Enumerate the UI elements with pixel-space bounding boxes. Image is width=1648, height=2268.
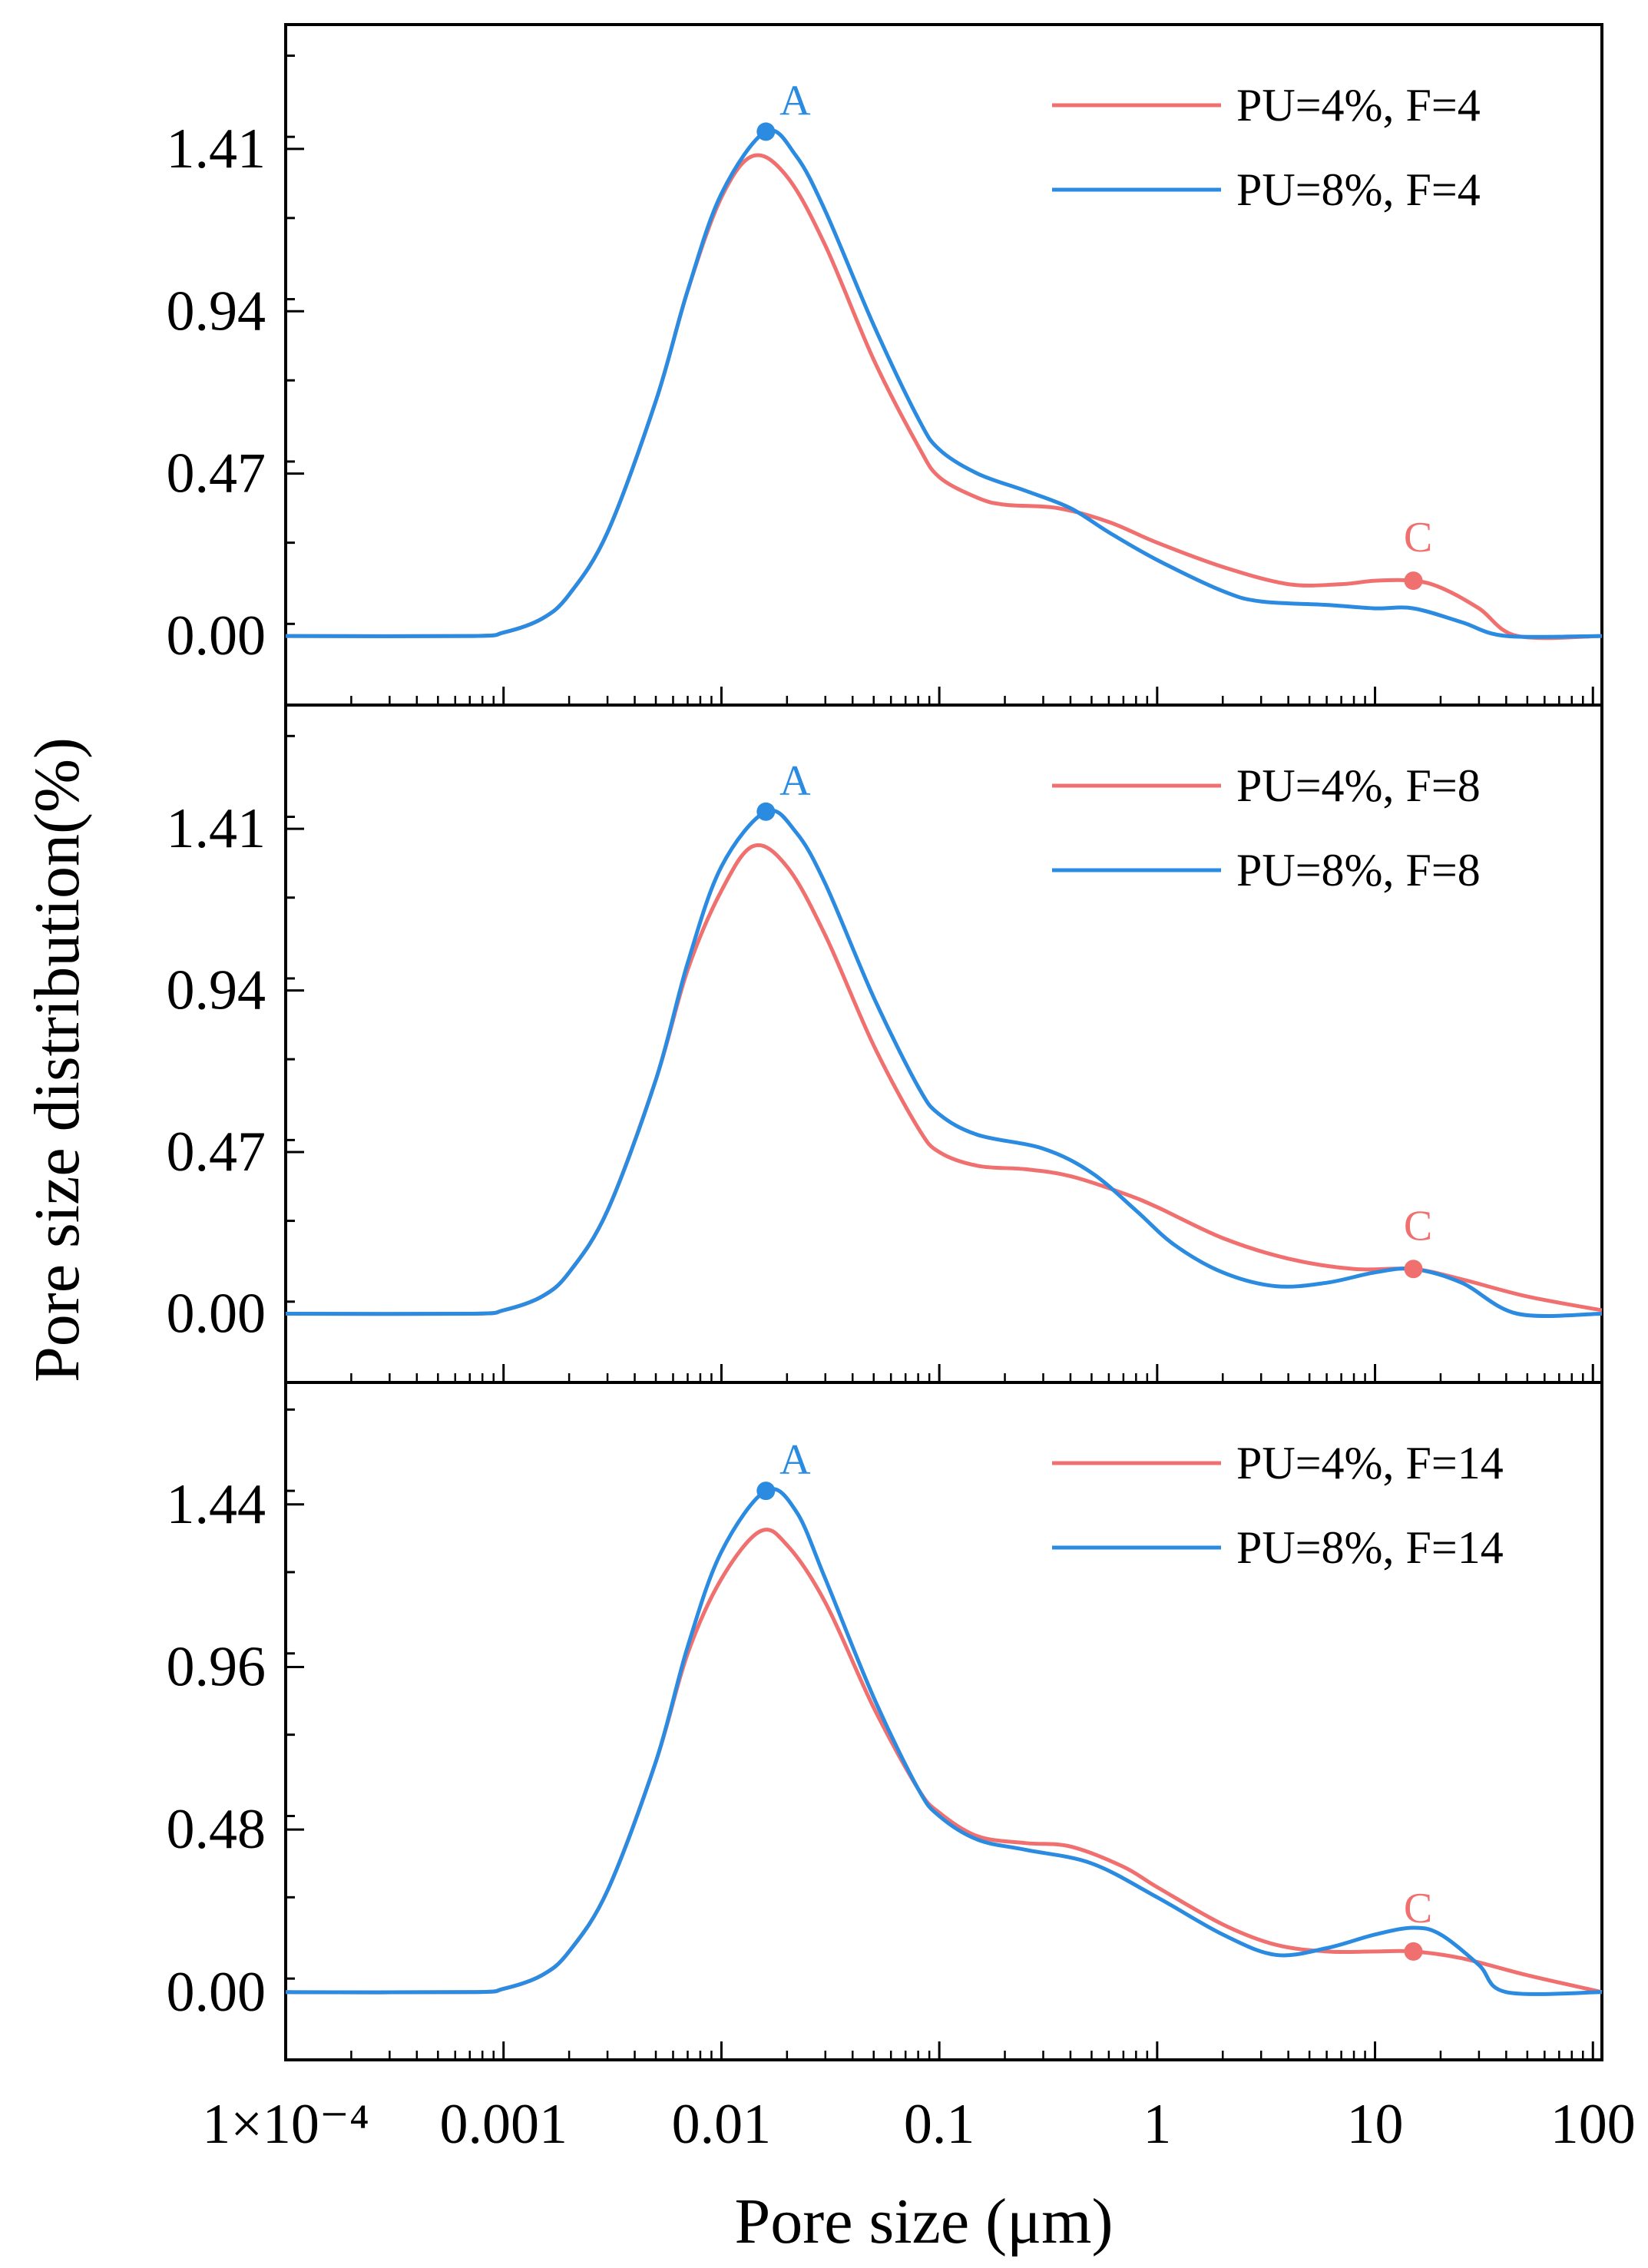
chart-panel-1: 0.00 0.47 0.94 1.41 A C PU=4%, F=4 PU=8%, F=4 bbox=[167, 23, 1603, 707]
annotation-label-A: A bbox=[779, 1436, 811, 1484]
legend-label: PU=8%, F=14 bbox=[1236, 1522, 1504, 1573]
annotation-label-C: C bbox=[1404, 1885, 1432, 1932]
series-line-pu8 bbox=[285, 808, 1603, 1318]
y-tick-label: 0.94 bbox=[167, 280, 266, 343]
y-tick-label: 0.00 bbox=[167, 1961, 266, 2024]
annotation-label-C: C bbox=[1404, 1202, 1432, 1250]
y-tick-label: 0.94 bbox=[167, 959, 266, 1022]
x-tick-label: 10 bbox=[1347, 2093, 1404, 2156]
annotation-label-C: C bbox=[1404, 514, 1432, 561]
x-tick-label: 1 bbox=[1143, 2093, 1171, 2156]
peak-marker-C bbox=[1404, 1942, 1423, 1961]
y-tick-label: 1.41 bbox=[167, 797, 266, 860]
legend-label: PU=8%, F=8 bbox=[1236, 845, 1481, 896]
series-line-pu4 bbox=[285, 153, 1603, 641]
x-tick-label: 100 bbox=[1550, 2093, 1636, 2156]
legend-label: PU=8%, F=4 bbox=[1236, 164, 1481, 215]
legend-label: PU=4%, F=8 bbox=[1236, 760, 1481, 811]
chart-panel-2: 0.00 0.47 0.94 1.41 A C PU=4%, F=8 PU=8%, F=8 bbox=[167, 704, 1603, 1384]
x-tick-label: 1×10⁻⁴ bbox=[202, 2093, 369, 2156]
legend-label: PU=4%, F=4 bbox=[1236, 80, 1481, 131]
peak-marker-A bbox=[756, 1482, 776, 1501]
peak-marker-A bbox=[756, 802, 776, 821]
y-tick-label: 0.47 bbox=[167, 442, 266, 505]
x-tick-label: 0.01 bbox=[672, 2093, 772, 2156]
y-tick-label: 1.41 bbox=[167, 118, 266, 180]
chart-panel-3: 0.00 0.48 0.96 1.44 A C PU=4%, F=14 PU=8%, F=14 bbox=[167, 1381, 1603, 2061]
y-axis-title: Pore size distribution(%) bbox=[22, 737, 93, 1382]
x-tick-label: 0.001 bbox=[439, 2093, 568, 2156]
y-tick-label: 0.00 bbox=[167, 1282, 266, 1345]
annotation-label-A: A bbox=[779, 757, 811, 805]
y-tick-label: 0.96 bbox=[167, 1635, 266, 1698]
annotation-label-A: A bbox=[779, 77, 811, 124]
y-tick-label: 1.44 bbox=[167, 1473, 266, 1536]
series-line-pu8 bbox=[285, 1487, 1603, 1996]
x-axis-title: Pore size (μm) bbox=[735, 2186, 1114, 2257]
peak-marker-C bbox=[1404, 1260, 1423, 1279]
series-line-pu8 bbox=[285, 128, 1603, 639]
y-tick-label: 0.00 bbox=[167, 604, 266, 667]
peak-marker-C bbox=[1404, 571, 1423, 591]
peak-marker-A bbox=[756, 122, 776, 141]
x-tick-label: 0.1 bbox=[904, 2093, 975, 2156]
y-tick-label: 0.48 bbox=[167, 1798, 266, 1861]
plot-frame bbox=[284, 1381, 1603, 2061]
y-tick-label: 0.47 bbox=[167, 1121, 266, 1184]
legend-label: PU=4%, F=14 bbox=[1236, 1438, 1504, 1488]
